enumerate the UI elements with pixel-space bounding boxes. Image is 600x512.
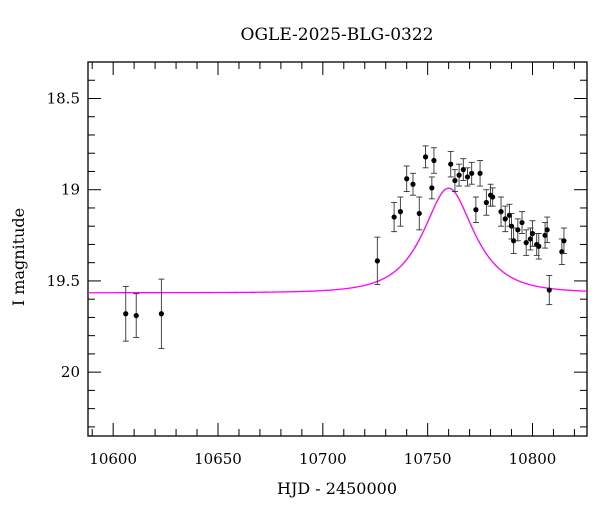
data-point — [460, 158, 467, 182]
data-point-marker — [515, 227, 521, 233]
data-point — [447, 150, 454, 178]
data-point — [542, 222, 549, 249]
data-point-marker — [410, 181, 416, 187]
data-point — [529, 220, 536, 247]
data-point-marker — [429, 185, 435, 191]
data-point — [451, 169, 458, 192]
data-point — [403, 165, 410, 192]
data-point — [477, 160, 484, 187]
data-point — [519, 211, 526, 234]
data-point — [472, 196, 479, 223]
model-curve — [88, 187, 588, 294]
data-point — [502, 205, 509, 233]
data-point-marker — [561, 238, 567, 244]
data-point — [409, 172, 416, 196]
data-point-marker — [464, 174, 471, 180]
data-point-marker — [452, 177, 458, 184]
y-tick-label: 20 — [61, 363, 80, 381]
data-point — [498, 196, 505, 227]
data-point-marker — [133, 312, 139, 319]
data-point-marker — [431, 157, 437, 164]
data-point-marker — [483, 199, 489, 206]
data-point — [558, 238, 565, 265]
data-point — [535, 233, 542, 260]
data-point-marker — [506, 212, 513, 218]
y-axis-ticks: 18.5 19 19.5 20 — [47, 61, 587, 428]
x-tick-label: 10650 — [194, 450, 242, 468]
data-point-marker — [529, 230, 536, 237]
data-point-marker — [527, 236, 533, 242]
data-point-marker — [460, 167, 466, 173]
y-tick-label: 19 — [61, 181, 80, 199]
data-point — [430, 147, 437, 174]
data-point — [483, 189, 490, 216]
data-point-marker — [469, 170, 475, 176]
data-point-marker — [542, 232, 548, 238]
data-point-marker — [374, 258, 380, 264]
data-point-marker — [158, 311, 164, 317]
data-point-marker — [473, 207, 479, 213]
data-point — [468, 161, 475, 185]
y-axis-label: I magnitude — [9, 208, 28, 306]
data-point-marker — [416, 210, 422, 217]
data-point — [158, 278, 165, 349]
data-point — [391, 202, 398, 233]
data-point-marker — [391, 214, 397, 220]
data-point-marker — [511, 238, 517, 244]
data-point-marker — [477, 170, 483, 176]
data-point-marker — [123, 311, 129, 317]
data-point-marker — [546, 287, 552, 293]
x-tick-label: 10750 — [404, 450, 452, 468]
data-point — [464, 167, 471, 187]
data-point — [510, 227, 517, 255]
data-point — [133, 293, 140, 338]
data-point-marker — [397, 209, 403, 215]
data-point — [456, 163, 463, 187]
plot-frame-rect — [87, 61, 588, 437]
data-point-marker — [498, 209, 504, 215]
data-point-marker — [508, 223, 515, 229]
data-point-marker — [544, 227, 550, 233]
x-tick-label: 10800 — [509, 450, 557, 468]
y-tick-label: 18.5 — [47, 89, 80, 107]
data-point-marker — [559, 249, 565, 255]
model-curve-group — [88, 187, 588, 294]
data-point — [374, 236, 381, 286]
y-tick-label: 19.5 — [47, 272, 80, 290]
x-axis-ticks: 10600 10650 10700 10750 10800 — [89, 62, 575, 468]
data-point — [428, 176, 435, 200]
data-point — [546, 275, 553, 306]
x-axis-label: HJD - 2450000 — [277, 479, 397, 498]
data-point-marker — [519, 219, 525, 226]
x-tick-label: 10600 — [89, 450, 137, 468]
data-point-marker — [422, 154, 429, 160]
data-point — [514, 218, 521, 242]
data-point-marker — [448, 161, 454, 167]
data-point — [422, 145, 429, 169]
data-points-group — [122, 145, 567, 349]
data-point-marker — [523, 240, 529, 246]
data-point — [397, 196, 404, 227]
data-point-marker — [404, 176, 410, 182]
data-point — [489, 187, 496, 207]
x-tick-label: 10700 — [299, 450, 347, 468]
data-point — [523, 229, 530, 256]
data-point — [416, 196, 423, 231]
data-point-marker — [490, 194, 496, 200]
data-point-marker — [502, 216, 508, 222]
data-point — [560, 227, 567, 255]
data-point-marker — [536, 243, 542, 249]
data-point — [544, 216, 551, 244]
data-point — [122, 285, 129, 342]
plot-frame — [87, 61, 588, 437]
data-point-marker — [456, 172, 462, 178]
chart-title: OGLE-2025-BLG-0322 — [241, 25, 434, 45]
